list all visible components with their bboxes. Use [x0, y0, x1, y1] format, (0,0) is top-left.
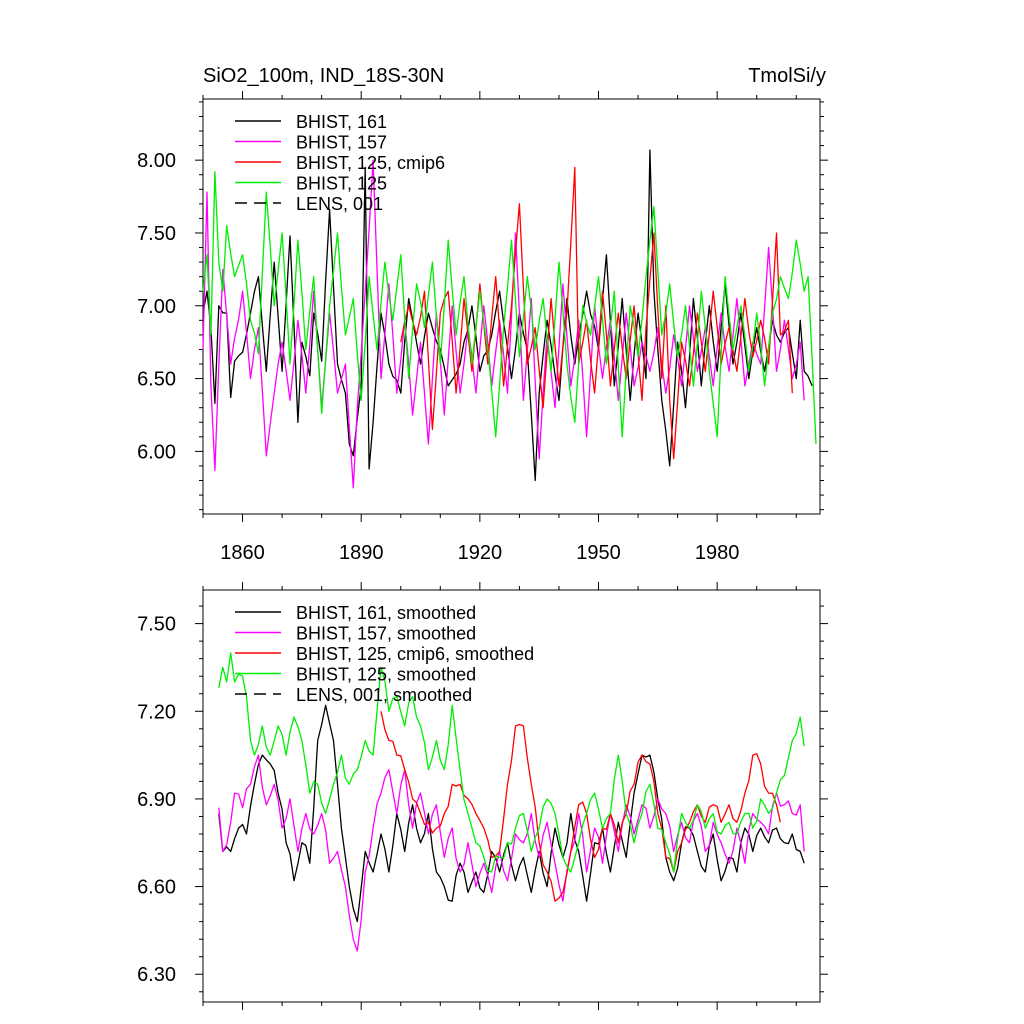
bottom-panel: 6.30 6.60 6.90 7.20 7.50 BHIST, 161, smoothed…	[137, 582, 828, 1010]
top-ytick-label: 7.50	[137, 223, 176, 245]
top-ytick-label: 6.00	[137, 441, 176, 463]
top-legend-label-bhist-125: BHIST, 125	[296, 174, 387, 194]
bottom-series-bhist-161	[218, 704, 805, 923]
bottom-plot-frame	[202, 589, 821, 1003]
bottom-ytick-label: 7.20	[137, 701, 176, 723]
top-xtick-label: 1950	[576, 542, 621, 564]
bottom-legend-label-bhist-157: BHIST, 157, smoothed	[296, 624, 476, 644]
bottom-ytick-label: 6.30	[137, 964, 176, 986]
top-series-bhist-125	[202, 171, 817, 445]
top-xtick-label: 1920	[458, 542, 503, 564]
bottom-legend-label-bhist-125-cmip6: BHIST, 125, cmip6, smoothed	[296, 644, 534, 664]
top-plot-frame	[202, 98, 821, 515]
top-xtick-label: 1980	[695, 542, 740, 564]
top-series-bhist-125-cmip6	[400, 166, 793, 460]
chart-title: SiO2_100m, IND_18S-30N	[203, 65, 444, 87]
top-panel: 1860 1890 1920 1950 1980 6.00 6.50 7.00 7.50 8.00…	[137, 91, 828, 564]
top-legend-label-bhist-125-cmip6: BHIST, 125, cmip6	[296, 153, 445, 173]
top-series-bhist-157	[202, 159, 805, 489]
top-ytick-label: 6.50	[137, 369, 176, 391]
bottom-legend-label-lens-001: LENS, 001, smoothed	[296, 685, 472, 705]
bottom-ytick-label: 6.60	[137, 877, 176, 899]
bottom-legend-label-bhist-161: BHIST, 161, smoothed	[296, 603, 476, 623]
top-legend-label-bhist-161: BHIST, 161	[296, 112, 387, 132]
top-ytick-label: 8.00	[137, 150, 176, 172]
top-ytick-label: 7.00	[137, 296, 176, 318]
chart-units: TmolSi/y	[748, 65, 826, 87]
bottom-ytick-label: 7.50	[137, 614, 176, 636]
top-xtick-label: 1860	[220, 542, 265, 564]
bottom-ytick-label: 6.90	[137, 789, 176, 811]
top-xtick-label: 1890	[339, 542, 384, 564]
bottom-legend-label-bhist-125: BHIST, 125, smoothed	[296, 665, 476, 685]
top-legend-label-lens-001: LENS, 001	[296, 194, 383, 214]
top-legend-label-bhist-157: BHIST, 157	[296, 133, 387, 153]
bottom-series-bhist-125	[218, 652, 805, 873]
bottom-series-bhist-157	[218, 754, 805, 952]
bottom-series-bhist-125-cmip6	[380, 711, 782, 902]
